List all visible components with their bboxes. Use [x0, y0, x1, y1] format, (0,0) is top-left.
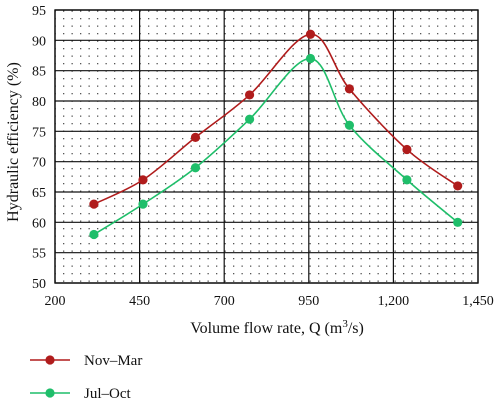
x-tick-label: 1,450: [462, 294, 494, 309]
series-line-1: [93, 57, 459, 236]
data-point-s1-1: [138, 199, 148, 209]
plot-area: [55, 10, 478, 283]
x-tick-label: 1,200: [378, 294, 410, 309]
x-tick-label: 450: [129, 294, 150, 309]
legend: Nov–Mar Jul–Oct: [30, 353, 142, 401]
y-tick-label: 55: [32, 247, 46, 262]
legend-marker-1: [45, 388, 55, 398]
data-point-s0-4: [305, 29, 316, 39]
x-tick-label: 200: [45, 294, 66, 309]
data-point-s1-2: [190, 163, 201, 173]
dotted-background: [55, 10, 478, 283]
data-point-s0-1: [138, 175, 148, 185]
data-point-s1-5: [344, 120, 355, 130]
series-line-0: [93, 33, 459, 205]
data-point-s0-7: [453, 181, 463, 191]
y-tick-label: 70: [32, 156, 46, 171]
data-point-s1-4: [305, 53, 316, 64]
data-point-s0-5: [344, 84, 355, 94]
y-tick-label: 50: [32, 277, 46, 292]
x-axis-label: Volume flow rate, Q (m3/s): [190, 318, 364, 337]
data-point-s1-7: [453, 217, 463, 227]
data-point-s0-0: [89, 199, 99, 209]
data-point-s1-6: [402, 175, 412, 185]
x-axis-label-sup: 3: [342, 318, 348, 330]
x-tick-label: 950: [298, 294, 319, 309]
x-tick-label: 700: [214, 294, 235, 309]
plot-frame: [54, 9, 479, 284]
x-axis-label-tail: /s): [348, 320, 364, 337]
data-point-s1-3: [244, 114, 255, 124]
series-layer: [89, 29, 463, 240]
y-tick-label: 65: [32, 186, 46, 201]
x-axis-label-main: Volume flow rate, Q (m: [190, 320, 343, 337]
legend-label-1: Jul–Oct: [84, 386, 131, 401]
legend-marker-0: [45, 355, 55, 365]
data-point-s0-6: [402, 144, 412, 155]
y-axis-label: Hydraulic efficiency (%): [5, 62, 22, 222]
y-tick-label: 75: [32, 125, 46, 140]
y-tick-label: 80: [32, 95, 46, 110]
y-tick-label: 85: [32, 65, 46, 80]
y-tick-label: 90: [32, 34, 46, 49]
data-point-s1-0: [89, 229, 99, 240]
data-point-s0-3: [244, 90, 255, 100]
legend-label-0: Nov–Mar: [84, 353, 142, 369]
y-tick-label: 95: [32, 4, 46, 19]
data-point-s0-2: [190, 132, 201, 142]
y-tick-label: 60: [32, 216, 46, 231]
